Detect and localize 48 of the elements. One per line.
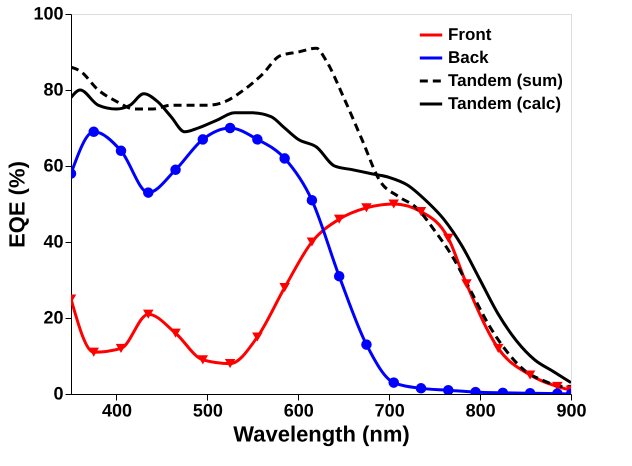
x-tick-label: 700	[374, 400, 405, 420]
point	[198, 134, 208, 145]
x-tick-label: 800	[466, 400, 496, 420]
y-axis-title: EQE (%)	[4, 161, 30, 248]
point	[143, 187, 154, 198]
point	[524, 370, 536, 380]
point	[334, 270, 344, 282]
point	[361, 203, 372, 212]
point	[279, 153, 290, 164]
point	[279, 283, 290, 292]
y-tick-label: 80	[43, 80, 64, 100]
legend-label: Tandem (sum)	[448, 71, 563, 90]
point	[416, 207, 426, 216]
point	[143, 310, 154, 319]
point	[88, 348, 99, 357]
point	[116, 146, 126, 156]
point	[252, 332, 263, 342]
x-tick-label: 400	[102, 400, 132, 420]
y-tick-label: 20	[43, 308, 64, 328]
legend-label: Front	[448, 25, 492, 44]
legend-label: Tandem (calc)	[448, 94, 562, 113]
point	[88, 126, 99, 138]
point	[388, 377, 399, 388]
y-tick-label: 60	[43, 156, 64, 176]
x-tick-label: 600	[284, 400, 314, 420]
point	[252, 134, 263, 145]
point	[443, 384, 454, 394]
x-axis-title: Wavelength (nm)	[233, 422, 410, 446]
point	[170, 164, 181, 176]
point	[461, 279, 472, 288]
point	[224, 122, 236, 134]
y-tick-label: 40	[43, 232, 64, 252]
x-tick-label: 900	[556, 400, 587, 420]
point	[334, 214, 344, 224]
point	[493, 344, 504, 353]
y-tick-label: 0	[53, 384, 64, 404]
point	[443, 234, 454, 243]
legend-label: Back	[448, 48, 490, 67]
point	[306, 194, 318, 206]
point	[224, 359, 236, 368]
point	[361, 339, 372, 350]
point	[306, 237, 318, 247]
point	[198, 355, 208, 364]
point	[116, 344, 126, 353]
point	[416, 383, 426, 394]
y-tick-label: 100	[33, 4, 64, 24]
x-tick-label: 500	[192, 400, 223, 420]
point	[388, 199, 399, 209]
